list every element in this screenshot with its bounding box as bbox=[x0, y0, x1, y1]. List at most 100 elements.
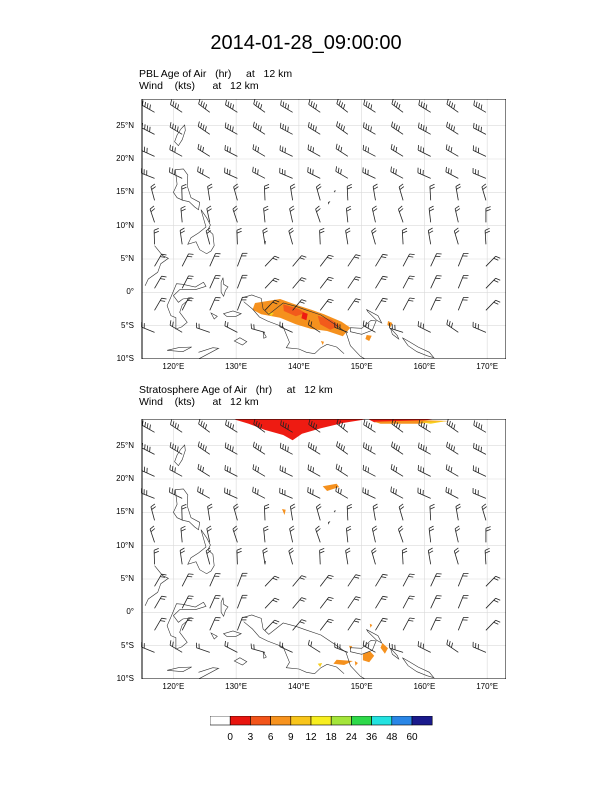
coastline bbox=[222, 630, 242, 637]
wind-barb bbox=[307, 122, 321, 135]
wind-barb bbox=[319, 574, 334, 587]
lat-tick-label: 25°N bbox=[116, 440, 134, 450]
wind-barb bbox=[252, 166, 266, 179]
wind-barb bbox=[430, 275, 442, 289]
wind-barb bbox=[180, 525, 186, 543]
field-region bbox=[380, 643, 388, 654]
coastline bbox=[333, 190, 336, 193]
wind-barb bbox=[335, 166, 349, 179]
wind-barb bbox=[417, 321, 431, 333]
colorbar-label: 0 bbox=[227, 732, 233, 743]
wind-barb bbox=[390, 144, 404, 157]
wind-barb bbox=[372, 503, 379, 521]
wind-barb bbox=[445, 144, 459, 157]
lat-tick-label: 20°N bbox=[116, 474, 134, 483]
coastline bbox=[210, 312, 218, 320]
colorbar-swatch bbox=[250, 715, 271, 726]
coastlines bbox=[144, 444, 435, 679]
wind-barb bbox=[308, 319, 321, 333]
wind-barb bbox=[347, 618, 361, 631]
field-region bbox=[362, 651, 375, 663]
wind-barb bbox=[446, 121, 459, 135]
pbl-age-of-air-map bbox=[136, 99, 506, 359]
wind-barb bbox=[402, 573, 415, 587]
pbl-wind-label: Wind (kts) at 12 km bbox=[139, 80, 259, 92]
colorbar-swatch bbox=[229, 715, 251, 726]
wind-barb bbox=[236, 548, 242, 565]
wind-barb bbox=[402, 253, 415, 267]
wind-barb bbox=[206, 205, 212, 223]
wind-barb bbox=[485, 206, 491, 223]
wind-barb bbox=[473, 442, 487, 455]
wind-barb bbox=[481, 183, 487, 201]
wind-barb bbox=[316, 183, 322, 201]
wind-barb bbox=[237, 594, 248, 609]
wind-barb bbox=[371, 227, 377, 245]
wind-barb bbox=[279, 145, 293, 157]
wind-barb bbox=[473, 100, 487, 113]
coastline bbox=[166, 281, 207, 330]
wind-barb bbox=[264, 277, 280, 289]
wind-barb bbox=[308, 419, 321, 433]
wind-barb bbox=[445, 464, 459, 477]
lat-tick-label: 5°S bbox=[121, 320, 134, 330]
wind-barb bbox=[142, 100, 155, 113]
wind-barb bbox=[154, 275, 167, 289]
field-region bbox=[267, 312, 274, 317]
wind-barb bbox=[308, 639, 321, 653]
wind-barb bbox=[362, 320, 376, 333]
lat-tick-label: 10°N bbox=[116, 540, 134, 550]
coastline bbox=[210, 632, 218, 640]
wind-barb bbox=[319, 548, 325, 565]
wind-barb bbox=[149, 205, 156, 223]
coastline bbox=[220, 597, 229, 618]
coastline bbox=[167, 346, 192, 353]
wind-barb bbox=[336, 99, 349, 113]
field-region bbox=[333, 659, 353, 665]
wind-barb bbox=[290, 183, 296, 201]
wind-barb bbox=[197, 463, 210, 477]
wind-barb bbox=[418, 420, 431, 433]
wind-barb bbox=[264, 299, 280, 311]
field-region bbox=[233, 419, 368, 441]
colorbar-label: 18 bbox=[326, 732, 338, 743]
wind-barb bbox=[319, 276, 334, 289]
lat-tick-label: 10°S bbox=[116, 354, 134, 363]
wind-barb bbox=[389, 323, 404, 333]
wind-barb bbox=[485, 255, 501, 267]
wind-barb bbox=[457, 275, 469, 289]
wind-barb bbox=[206, 525, 212, 543]
wind-barb bbox=[142, 420, 155, 433]
wind-barb bbox=[446, 639, 459, 653]
wind-barb bbox=[375, 595, 388, 609]
wind-barb bbox=[181, 617, 194, 631]
colorbar-swatch bbox=[330, 715, 352, 726]
wind-barb bbox=[179, 547, 186, 565]
coastline bbox=[242, 294, 366, 359]
wind-barb bbox=[402, 297, 415, 311]
wind-barb bbox=[264, 619, 280, 631]
wind-barb bbox=[149, 525, 156, 543]
wind-barb bbox=[446, 419, 459, 433]
field-region bbox=[282, 509, 286, 515]
wind-barb bbox=[250, 643, 266, 653]
wind-barb bbox=[391, 441, 404, 455]
wind-barb bbox=[292, 255, 307, 267]
wind-barb bbox=[289, 525, 295, 543]
colorbar-label: 6 bbox=[268, 732, 274, 743]
coastline bbox=[390, 648, 400, 660]
wind-barb bbox=[237, 572, 248, 587]
wind-barb bbox=[319, 228, 325, 245]
wind-barb bbox=[236, 228, 242, 245]
colorbar-legend: 0 3 6 9 12 18 24 36 48 60 bbox=[209, 715, 450, 751]
wind-barb bbox=[390, 464, 404, 477]
wind-barb bbox=[485, 299, 501, 311]
strat-wind-label: Wind (kts) at 12 km bbox=[139, 396, 259, 408]
field-region bbox=[317, 315, 340, 330]
coastline bbox=[365, 628, 383, 644]
wind-barb bbox=[319, 618, 334, 631]
wind-barb bbox=[418, 122, 431, 135]
wind-barb bbox=[391, 121, 404, 135]
coastline bbox=[242, 614, 366, 679]
coastline bbox=[350, 319, 377, 335]
